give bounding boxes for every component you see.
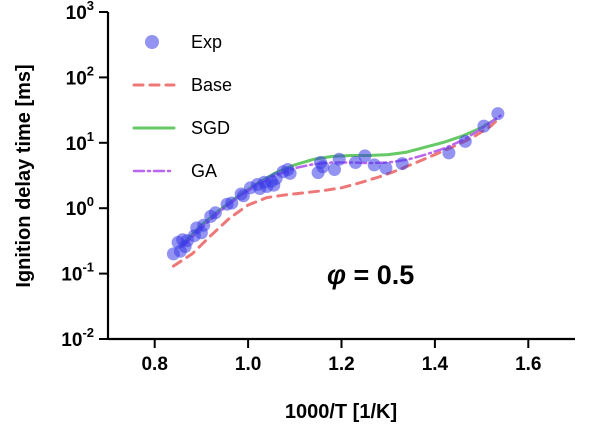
x-tick-label: 1.0: [235, 354, 261, 375]
phi-annotation: φ = 0.5: [327, 260, 414, 290]
exp-data-point: [328, 163, 341, 176]
legend-item-sgd: SGD: [132, 118, 230, 138]
x-tick-label: 1.4: [422, 354, 449, 375]
exp-data-point: [477, 119, 491, 133]
legend-item-exp: Exp: [145, 32, 222, 52]
series-line-ga: [181, 114, 502, 248]
legend-label: GA: [191, 161, 217, 181]
ticks: 0.8 1.0 1.2 1.4 1.6 10-2 10-1 100 101 102 103: [61, 0, 541, 375]
exp-data-point: [197, 218, 211, 232]
x-tick-label: 0.8: [141, 354, 167, 375]
exp-data-point: [358, 149, 372, 163]
legend-item-ga: GA: [132, 161, 217, 181]
legend-item-base: Base: [132, 75, 232, 95]
legend-label: SGD: [191, 118, 230, 138]
phi-value: = 0.5: [346, 260, 414, 290]
legend-label: Exp: [191, 32, 222, 52]
exp-data-point: [316, 160, 330, 174]
series-line-base: [171, 115, 502, 268]
exp-data-point: [208, 206, 222, 220]
exp-data-point: [283, 166, 297, 180]
y-tick-label: 100: [66, 194, 94, 220]
exp-data-point: [225, 196, 239, 210]
y-axis-title: Ignition delay time [ms]: [13, 64, 35, 287]
legend-label: Base: [191, 75, 232, 95]
series-lines: [171, 114, 502, 268]
y-tick-label: 102: [66, 63, 94, 89]
x-axis-title: 1000/T [1/K]: [285, 401, 397, 423]
exp-points: [166, 107, 505, 261]
axes: Ignition delay time [ms] 1000/T [1/K]: [13, 12, 575, 423]
exp-data-point: [379, 161, 393, 175]
y-tick-label: 10-2: [61, 325, 94, 351]
legend-marker: [145, 35, 159, 49]
exp-data-point: [491, 107, 505, 121]
x-tick-label: 1.6: [515, 354, 541, 375]
legend: Exp Base SGD GA: [132, 32, 232, 181]
exp-data-point: [442, 146, 456, 160]
y-tick-label: 103: [66, 0, 94, 24]
exp-data-point: [395, 157, 409, 171]
y-tick-label: 101: [66, 129, 94, 155]
x-tick-label: 1.2: [328, 354, 354, 375]
y-tick-label: 10-1: [61, 260, 94, 286]
exp-data-point: [332, 152, 346, 166]
phi-symbol: φ: [327, 260, 346, 290]
exp-data-point: [367, 158, 381, 172]
exp-data-point: [349, 156, 362, 169]
exp-data-point: [458, 134, 472, 148]
